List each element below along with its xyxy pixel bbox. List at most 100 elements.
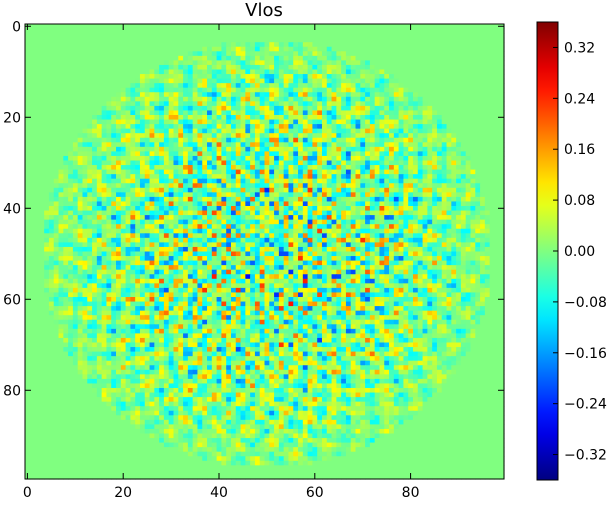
heatmap-cell (254, 74, 261, 80)
heatmap-cell (72, 133, 79, 139)
heatmap-cell (307, 137, 313, 143)
heatmap-cell (321, 215, 328, 221)
heatmap-cell (489, 105, 496, 112)
heatmap-cell (422, 101, 428, 107)
heatmap-cell (422, 183, 428, 189)
heatmap-cell (48, 55, 55, 61)
heatmap-cell (106, 128, 112, 134)
heatmap-cell (39, 224, 45, 230)
heatmap-cell (254, 183, 261, 189)
heatmap-cell (274, 33, 280, 39)
heatmap-cell (111, 87, 117, 93)
heatmap-cell (216, 237, 222, 243)
heatmap-cell (264, 92, 270, 98)
heatmap-cell (149, 187, 155, 193)
heatmap-cell (460, 64, 467, 71)
heatmap-cell (278, 60, 285, 66)
heatmap-cell (34, 115, 40, 121)
heatmap-cell (446, 119, 452, 125)
heatmap-cell (163, 224, 170, 230)
heatmap-cell (235, 24, 242, 30)
heatmap-cell (484, 224, 491, 230)
heatmap-cell (427, 92, 433, 98)
heatmap-cell (374, 60, 381, 66)
heatmap-cell (417, 92, 424, 98)
heatmap-cell (369, 128, 376, 134)
heatmap-cell (144, 51, 151, 57)
heatmap-cell (422, 110, 428, 116)
heatmap-cell (130, 124, 136, 130)
heatmap-cell (499, 33, 505, 39)
heatmap-cell (484, 151, 491, 157)
heatmap-cell (245, 46, 251, 52)
heatmap-cell (283, 60, 290, 66)
heatmap-cell (34, 33, 40, 39)
heatmap-cell (187, 137, 194, 143)
heatmap-cell (274, 206, 280, 212)
heatmap-cell (245, 87, 251, 93)
heatmap-cell (278, 37, 285, 43)
heatmap-cell (451, 174, 457, 180)
heatmap-cell (288, 96, 294, 102)
heatmap-cell (427, 101, 433, 107)
heatmap-cell (92, 224, 98, 230)
heatmap-cell (63, 233, 69, 239)
heatmap-cell (173, 83, 179, 89)
heatmap-cell (144, 42, 151, 48)
heatmap-cell (269, 146, 275, 152)
heatmap-cell (427, 64, 433, 71)
heatmap-cell (235, 146, 242, 152)
heatmap-cell (480, 119, 486, 125)
heatmap-cell (288, 78, 294, 84)
heatmap-cell (154, 51, 160, 57)
heatmap-cell (355, 246, 361, 253)
heatmap-cell (283, 206, 290, 212)
heatmap-cell (365, 115, 371, 121)
heatmap-cell (44, 183, 50, 189)
heatmap-cell (221, 210, 227, 216)
heatmap-cell (125, 46, 131, 52)
heatmap-cell (235, 115, 242, 121)
heatmap-cell (106, 119, 112, 125)
heatmap-cell (331, 105, 337, 112)
heatmap-cell (96, 51, 103, 57)
heatmap-cell (355, 146, 361, 152)
heatmap-cell (139, 87, 146, 93)
heatmap-cell (87, 210, 93, 216)
heatmap-cell (120, 124, 127, 130)
heatmap-cell (254, 201, 261, 207)
heatmap-cell (144, 142, 151, 148)
heatmap-cell (355, 192, 361, 198)
heatmap-cell (183, 183, 189, 189)
heatmap-cell (183, 228, 189, 234)
heatmap-cell (360, 219, 366, 225)
heatmap-cell (432, 37, 438, 43)
heatmap-cell (456, 137, 462, 143)
heatmap-cell (58, 124, 64, 130)
heatmap-cell (125, 165, 131, 171)
heatmap-cell (130, 33, 136, 39)
heatmap-cell (106, 83, 112, 89)
heatmap-cell (412, 237, 419, 243)
heatmap-cell (139, 110, 146, 116)
heatmap-cell (345, 92, 352, 98)
heatmap-cell (72, 155, 79, 162)
heatmap-cell (245, 37, 251, 43)
heatmap-cell (77, 165, 84, 171)
heatmap-cell (298, 206, 304, 212)
heatmap-cell (374, 110, 381, 116)
heatmap-cell (465, 219, 472, 225)
heatmap-cell (293, 78, 299, 84)
heatmap-cell (87, 46, 93, 52)
heatmap-cell (111, 137, 117, 143)
heatmap-cell (446, 96, 452, 102)
heatmap-cell (475, 155, 481, 162)
heatmap-cell (398, 146, 405, 152)
heatmap-cell (173, 201, 179, 207)
heatmap-cell (221, 219, 227, 225)
heatmap-cell (389, 28, 395, 34)
heatmap-cell (111, 28, 117, 34)
heatmap-cell (254, 83, 261, 89)
heatmap-cell (283, 219, 290, 225)
heatmap-cell (384, 192, 390, 198)
